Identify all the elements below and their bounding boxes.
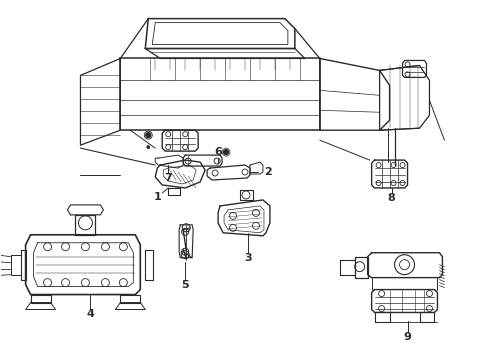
Circle shape	[223, 150, 228, 154]
Text: 8: 8	[387, 193, 395, 203]
Text: 9: 9	[403, 332, 410, 342]
Circle shape	[147, 146, 149, 148]
Text: 4: 4	[86, 310, 94, 319]
Circle shape	[145, 133, 150, 138]
Text: 6: 6	[214, 147, 222, 157]
Text: 2: 2	[264, 167, 271, 177]
Text: 5: 5	[181, 280, 188, 289]
Text: 3: 3	[244, 253, 251, 263]
Text: 7: 7	[164, 173, 172, 183]
Text: 1: 1	[153, 192, 161, 202]
